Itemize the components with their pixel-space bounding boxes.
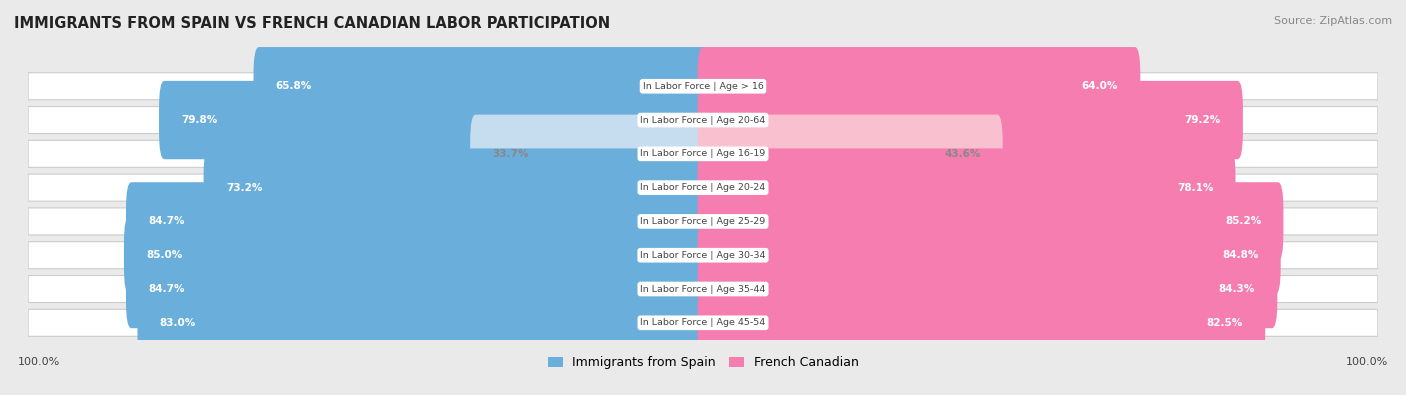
- Text: 82.5%: 82.5%: [1206, 318, 1243, 328]
- Text: 84.7%: 84.7%: [148, 284, 184, 294]
- FancyBboxPatch shape: [28, 309, 1378, 336]
- Text: In Labor Force | Age 16-19: In Labor Force | Age 16-19: [640, 149, 766, 158]
- Legend: Immigrants from Spain, French Canadian: Immigrants from Spain, French Canadian: [543, 352, 863, 374]
- FancyBboxPatch shape: [28, 208, 1378, 235]
- FancyBboxPatch shape: [697, 216, 1281, 294]
- Text: 78.1%: 78.1%: [1177, 182, 1213, 193]
- FancyBboxPatch shape: [127, 182, 709, 261]
- FancyBboxPatch shape: [697, 47, 1140, 126]
- Text: In Labor Force | Age > 16: In Labor Force | Age > 16: [643, 82, 763, 91]
- FancyBboxPatch shape: [697, 250, 1277, 328]
- Text: 84.8%: 84.8%: [1222, 250, 1258, 260]
- Text: 73.2%: 73.2%: [226, 182, 263, 193]
- FancyBboxPatch shape: [28, 107, 1378, 134]
- FancyBboxPatch shape: [138, 284, 709, 362]
- FancyBboxPatch shape: [124, 216, 709, 294]
- Text: 43.6%: 43.6%: [943, 149, 980, 159]
- Text: Source: ZipAtlas.com: Source: ZipAtlas.com: [1274, 16, 1392, 26]
- FancyBboxPatch shape: [697, 149, 1236, 227]
- Text: 64.0%: 64.0%: [1081, 81, 1118, 91]
- FancyBboxPatch shape: [28, 140, 1378, 167]
- FancyBboxPatch shape: [159, 81, 709, 159]
- Text: 83.0%: 83.0%: [160, 318, 195, 328]
- Text: 84.7%: 84.7%: [148, 216, 184, 226]
- FancyBboxPatch shape: [28, 174, 1378, 201]
- FancyBboxPatch shape: [697, 115, 1002, 193]
- FancyBboxPatch shape: [470, 115, 709, 193]
- Text: In Labor Force | Age 45-54: In Labor Force | Age 45-54: [640, 318, 766, 327]
- Text: IMMIGRANTS FROM SPAIN VS FRENCH CANADIAN LABOR PARTICIPATION: IMMIGRANTS FROM SPAIN VS FRENCH CANADIAN…: [14, 16, 610, 31]
- Text: 33.7%: 33.7%: [492, 149, 529, 159]
- FancyBboxPatch shape: [204, 149, 709, 227]
- FancyBboxPatch shape: [28, 275, 1378, 303]
- Text: 85.2%: 85.2%: [1225, 216, 1261, 226]
- Text: 100.0%: 100.0%: [18, 357, 60, 367]
- FancyBboxPatch shape: [127, 250, 709, 328]
- Text: In Labor Force | Age 25-29: In Labor Force | Age 25-29: [640, 217, 766, 226]
- Text: In Labor Force | Age 20-24: In Labor Force | Age 20-24: [640, 183, 766, 192]
- Text: 65.8%: 65.8%: [276, 81, 312, 91]
- Text: 79.2%: 79.2%: [1184, 115, 1220, 125]
- FancyBboxPatch shape: [697, 81, 1243, 159]
- Text: 100.0%: 100.0%: [1346, 357, 1388, 367]
- FancyBboxPatch shape: [28, 242, 1378, 269]
- Text: In Labor Force | Age 35-44: In Labor Force | Age 35-44: [640, 284, 766, 293]
- Text: 85.0%: 85.0%: [146, 250, 183, 260]
- FancyBboxPatch shape: [253, 47, 709, 126]
- Text: In Labor Force | Age 30-34: In Labor Force | Age 30-34: [640, 251, 766, 260]
- Text: 79.8%: 79.8%: [181, 115, 218, 125]
- Text: 84.3%: 84.3%: [1219, 284, 1256, 294]
- Text: In Labor Force | Age 20-64: In Labor Force | Age 20-64: [640, 116, 766, 124]
- FancyBboxPatch shape: [697, 284, 1265, 362]
- FancyBboxPatch shape: [697, 182, 1284, 261]
- FancyBboxPatch shape: [28, 73, 1378, 100]
